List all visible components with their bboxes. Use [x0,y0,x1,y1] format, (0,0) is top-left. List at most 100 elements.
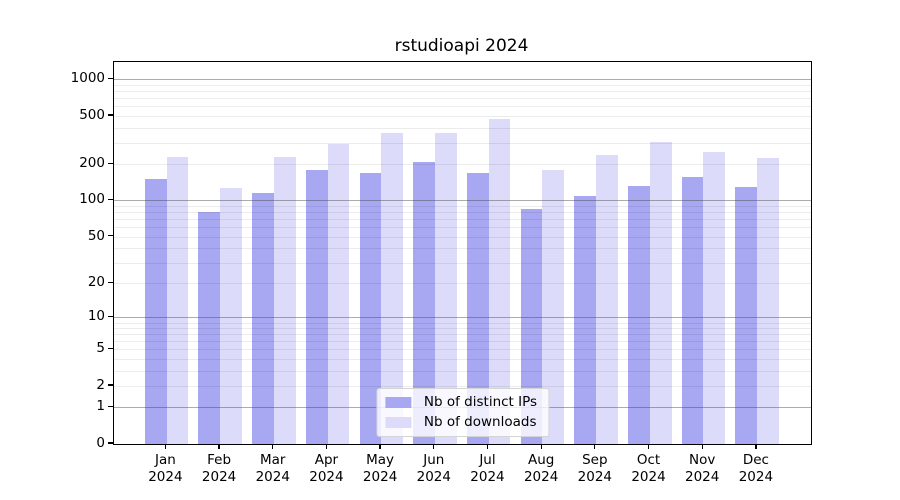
gridline-minor [114,98,811,100]
x-axis-label-aug: Aug 2024 [523,452,559,485]
x-axis-tick [701,444,703,450]
bar-nb-of-downloads-dec [757,157,779,444]
legend-entry: Nb of downloads [384,414,537,430]
gridline-minor [114,283,811,285]
bar-nb-of-distinct-ips-may [359,172,382,444]
grid-layer [114,62,811,445]
gridline-minor [114,386,811,388]
gridline-minor [114,334,811,336]
y-tick-label-500: 500 [79,106,105,123]
y-tick-label-100: 100 [79,191,105,208]
gridline-major [114,317,811,319]
y-axis-tick [108,162,113,164]
gridline-minor [114,359,811,361]
bar-nb-of-distinct-ips-nov [681,176,704,444]
bar-nb-of-distinct-ips-jan [144,179,167,444]
gridline-minor [114,349,811,351]
bar-nb-of-downloads-mar [273,156,296,444]
y-tick-label-1000: 1000 [70,70,105,87]
y-axis-tick [108,234,113,237]
bar-nb-of-downloads-oct [649,142,672,444]
bar-nb-of-distinct-ips-oct [627,185,650,444]
legend: Nb of distinct IPs Nb of downloads [375,388,550,437]
gridline-minor [114,341,811,343]
bar-nb-of-distinct-ips-jun [413,161,435,444]
legend-label: Nb of downloads [423,414,537,430]
y-tick-label-0: 0 [96,435,105,451]
x-axis-tick [486,444,489,450]
y-tick-label-1: 1 [96,398,105,415]
legend-swatch-icon [384,397,411,408]
gridline-minor [114,219,811,221]
legend-label: Nb of distinct IPs [423,394,538,410]
gridline-minor [114,205,811,207]
x-axis-tick [325,444,328,450]
bar-nb-of-distinct-ips-feb [198,212,221,444]
y-axis-tick [108,347,113,350]
bar-nb-of-downloads-jul [488,118,511,444]
y-axis-tick [108,384,113,386]
bar-nb-of-downloads-may [381,133,404,444]
bar-nb-of-distinct-ips-dec [735,186,758,444]
y-axis-tick [108,198,113,201]
gridline-minor [114,236,811,238]
bar-nb-of-downloads-jan [166,156,189,444]
bar-nb-of-downloads-sep [596,154,618,444]
gridline-minor [114,127,811,129]
x-axis-label-apr: Apr 2024 [309,452,344,485]
x-axis-tick [379,444,381,450]
bar-nb-of-distinct-ips-aug [520,208,543,444]
x-axis-tick [594,444,596,450]
x-axis-label-oct: Oct 2024 [631,452,666,485]
chart-title: rstudioapi 2024 [394,36,529,56]
x-axis-tick [755,444,757,450]
bar-nb-of-distinct-ips-mar [252,193,274,444]
bars-layer [114,62,811,444]
gridline-minor [114,115,811,117]
x-axis-label-jan: Jan 2024 [148,452,183,485]
bar-nb-of-downloads-feb [220,187,243,444]
y-tick-label-2: 2 [96,377,105,394]
y-axis-tick [108,405,113,408]
bar-nb-of-distinct-ips-sep [574,195,597,444]
gridline-minor [114,91,811,93]
bar-nb-of-downloads-nov [703,152,726,444]
y-tick-label-10: 10 [87,308,105,325]
y-axis-tick [108,77,113,80]
bar-nb-of-downloads-jun [435,133,457,444]
x-axis-tick [272,444,274,450]
x-axis-label-may: May 2024 [362,452,398,485]
gridline-minor [114,212,811,214]
x-axis-tick [647,444,650,450]
legend-entry: Nb of distinct IPs [384,394,538,410]
y-axis-tick [108,114,113,116]
y-tick-label-200: 200 [79,155,105,172]
gridline-major [114,79,811,81]
x-axis-label-sep: Sep 2024 [577,452,612,485]
x-axis-tick [164,444,167,450]
y-axis-tick [108,442,113,444]
plot-area: Nb of distinct IPs Nb of downloads [113,60,812,445]
bar-nb-of-downloads-apr [327,143,350,444]
gridline-minor [114,370,811,372]
bar-nb-of-distinct-ips-apr [305,169,328,444]
x-axis-label-mar: Mar 2024 [255,452,290,485]
gridline-major [114,200,811,202]
x-axis-label-dec: Dec 2024 [738,452,774,485]
bar-nb-of-downloads-aug [542,169,565,444]
x-axis-label-jul: Jul 2024 [470,452,505,485]
legend-swatch-icon [384,417,411,428]
y-axis-tick [108,281,113,283]
gridline-minor [114,85,811,86]
gridline-minor [114,106,811,108]
bar-nb-of-distinct-ips-jul [466,172,489,444]
gridline-minor [114,328,811,330]
x-axis-tick [433,444,435,450]
gridline-minor [114,248,811,250]
gridline-minor [114,164,811,166]
gridline-minor [114,142,811,144]
x-axis-label-nov: Nov 2024 [685,452,720,485]
x-axis-tick [540,444,542,450]
y-tick-label-50: 50 [87,227,105,244]
